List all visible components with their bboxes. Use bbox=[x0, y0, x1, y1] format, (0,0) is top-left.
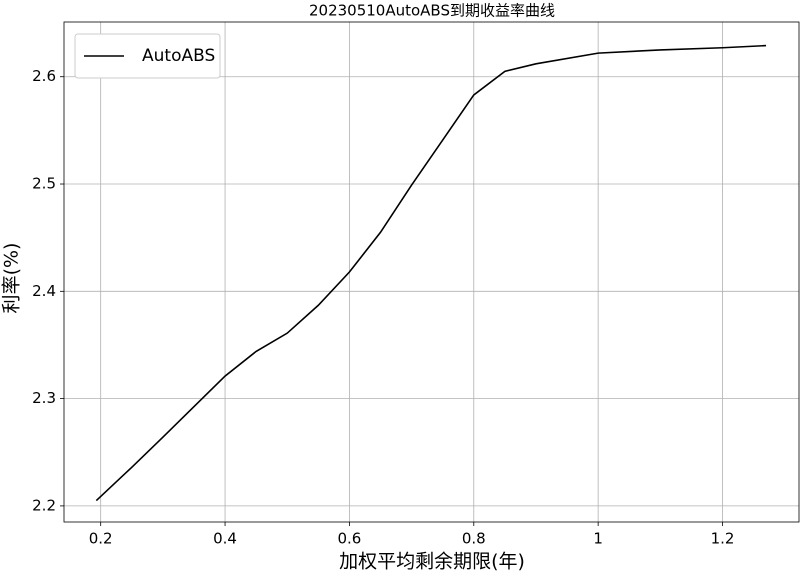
y-tick-label: 2.5 bbox=[32, 175, 56, 193]
x-tick-label: 0.4 bbox=[213, 530, 237, 548]
x-tick-label: 1.2 bbox=[711, 530, 735, 548]
y-axis-label: 利率(%) bbox=[1, 243, 23, 314]
legend-box bbox=[74, 33, 221, 79]
y-tick-label: 2.3 bbox=[32, 389, 56, 407]
data-line bbox=[95, 44, 767, 502]
legend: AutoABS bbox=[74, 33, 221, 79]
x-tick-label: 1 bbox=[593, 530, 603, 548]
y-tick-label: 2.6 bbox=[32, 67, 56, 85]
legend-label: AutoABS bbox=[142, 46, 215, 66]
y-tick-label: 2.2 bbox=[32, 496, 56, 514]
plot-frame bbox=[63, 21, 800, 523]
chart-title: 20230510AutoABS到期收益率曲线 bbox=[309, 2, 555, 20]
x-tick-label: 0.6 bbox=[337, 530, 361, 548]
x-tick-label: 0.2 bbox=[89, 530, 113, 548]
x-tick-label: 0.8 bbox=[462, 530, 486, 548]
y-tick-label: 2.4 bbox=[32, 282, 56, 300]
x-axis-label: 加权平均剩余期限(年) bbox=[339, 551, 525, 573]
